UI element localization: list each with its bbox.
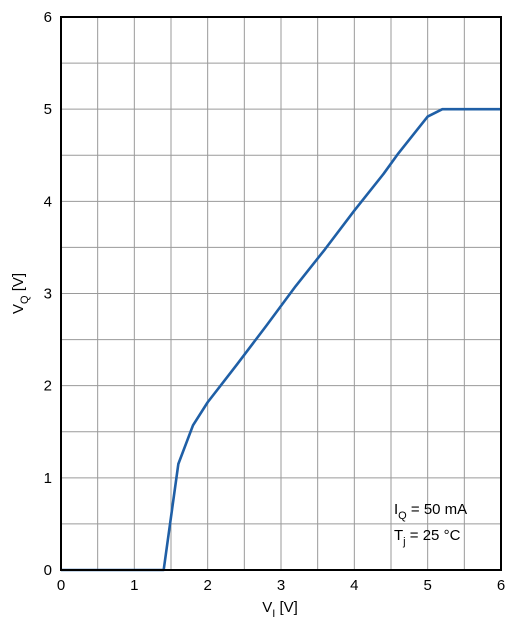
y-tick-label: 1 bbox=[44, 470, 52, 487]
x-axis-label-unit: [V] bbox=[275, 599, 298, 616]
grid bbox=[60, 16, 502, 571]
annotation-current-value: = 50 mA bbox=[407, 501, 467, 518]
annotation-temperature-main: T bbox=[394, 527, 403, 544]
y-tick-label: 3 bbox=[44, 286, 52, 303]
conditions-annotation: IQ = 50 mA Tj = 25 °C bbox=[394, 501, 467, 548]
annotation-temperature-sub: j bbox=[402, 536, 405, 548]
series-line bbox=[61, 107, 501, 572]
y-axis-label-sub: Q bbox=[19, 295, 31, 304]
x-tick-label: 0 bbox=[57, 577, 65, 594]
x-tick-labels: 0 1 2 3 4 5 6 bbox=[57, 577, 505, 594]
y-tick-label: 2 bbox=[44, 378, 52, 395]
x-tick-label: 4 bbox=[350, 577, 358, 594]
annotation-current: IQ = 50 mA bbox=[394, 501, 467, 522]
x-tick-label: 2 bbox=[203, 577, 211, 594]
x-tick-label: 3 bbox=[277, 577, 285, 594]
y-tick-label: 0 bbox=[44, 562, 52, 579]
y-tick-label: 6 bbox=[44, 9, 52, 26]
x-tick-label: 6 bbox=[497, 577, 505, 594]
x-tick-label: 5 bbox=[423, 577, 431, 594]
annotation-current-main: I bbox=[394, 501, 398, 518]
annotation-temperature: Tj = 25 °C bbox=[394, 527, 461, 548]
y-axis-label-unit: [V] bbox=[10, 273, 27, 296]
y-axis-label-main: V bbox=[10, 304, 27, 314]
y-tick-labels: 0 1 2 3 4 5 6 bbox=[44, 9, 52, 579]
plot-frame bbox=[60, 16, 502, 571]
y-axis-label: VQ [V] bbox=[10, 273, 31, 314]
annotation-current-sub: Q bbox=[398, 510, 407, 522]
y-tick-label: 5 bbox=[44, 101, 52, 118]
annotation-temperature-value: = 25 °C bbox=[406, 527, 461, 544]
y-tick-label: 4 bbox=[44, 193, 52, 210]
x-tick-label: 1 bbox=[130, 577, 138, 594]
x-axis-label-main: V bbox=[262, 599, 272, 616]
x-axis-label: VI [V] bbox=[262, 599, 298, 620]
x-axis-label-sub: I bbox=[272, 608, 275, 620]
